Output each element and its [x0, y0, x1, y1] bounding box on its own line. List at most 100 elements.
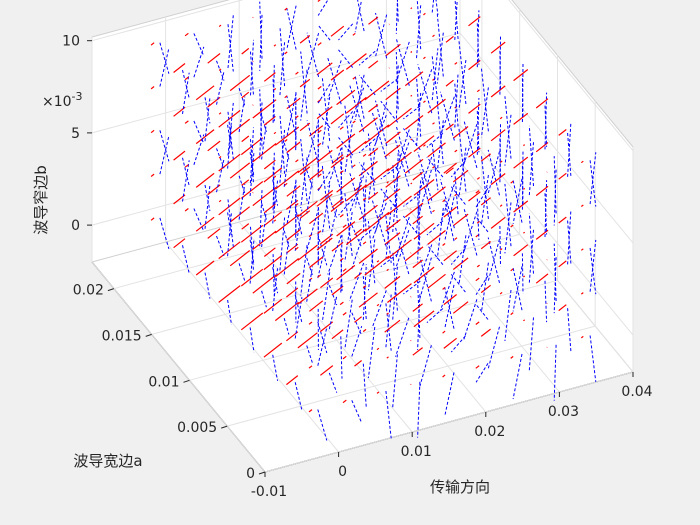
h-field-arrow: [431, 48, 439, 101]
e-field-arrow: [423, 56, 426, 60]
h-field-arrow: [544, 180, 548, 238]
h-field-arrow: [317, 24, 331, 41]
h-field-arrow: [362, 276, 367, 321]
e-field-arrow: [286, 287, 299, 298]
e-field-arrow: [229, 162, 251, 179]
h-field-arrow: [499, 225, 501, 267]
z-tick-label: 10: [62, 34, 80, 50]
e-field-arrow: [368, 104, 379, 113]
e-field-arrow: [299, 35, 311, 44]
h-field-arrow: [159, 217, 170, 250]
arrow-field: [150, 0, 597, 441]
e-field-arrow: [364, 168, 390, 188]
grid-line-z: [91, 0, 244, 42]
h-field-arrow: [358, 138, 376, 154]
h-field-arrow: [380, 100, 399, 123]
h-field-arrow: [463, 123, 478, 165]
h-field-arrow: [589, 239, 597, 292]
e-field-arrow: [317, 129, 322, 134]
h-field-arrow: [528, 213, 534, 274]
h-field-arrow: [395, 317, 410, 357]
h-field-arrow: [454, 0, 459, 40]
h-field-arrow: [521, 78, 524, 119]
h-field-arrow: [375, 189, 388, 233]
h-field-arrow: [306, 257, 313, 276]
h-field-arrow: [286, 95, 297, 138]
e-field-arrow: [284, 51, 288, 55]
h-field-arrow: [344, 105, 353, 169]
e-field-arrow: [413, 222, 435, 240]
h-field-arrow: [261, 210, 267, 248]
e-field-arrow: [413, 266, 435, 284]
grid-line-z: [508, 0, 634, 152]
e-field-arrow: [309, 256, 324, 268]
h-field-arrow: [476, 23, 480, 65]
e-field-arrow: [362, 241, 367, 245]
e-field-arrow: [263, 255, 283, 271]
h-field-arrow: [367, 151, 376, 203]
h-field-arrow: [419, 345, 432, 387]
e-field-arrow: [184, 120, 189, 124]
e-field-arrow: [443, 162, 457, 174]
e-field-arrow: [195, 216, 215, 232]
y-tick-label: 0.005: [177, 420, 217, 436]
e-field-arrow: [316, 193, 333, 207]
h-field-arrow: [499, 50, 501, 91]
h-field-arrow: [321, 184, 331, 235]
e-field-arrow: [384, 144, 401, 158]
h-field-arrow: [417, 280, 421, 339]
e-field-arrow: [286, 272, 301, 285]
h-field-arrow: [395, 139, 410, 187]
e-field-arrow: [468, 103, 481, 114]
e-field-arrow: [342, 224, 347, 228]
e-field-arrow: [339, 170, 344, 174]
x-tick-label: 0.02: [474, 424, 505, 440]
e-field-arrow: [339, 257, 344, 262]
h-field-arrow: [426, 220, 444, 236]
e-field-arrow: [499, 248, 503, 251]
e-field-arrow: [404, 115, 424, 130]
e-field-arrow: [173, 150, 186, 161]
h-field-arrow: [589, 247, 597, 295]
h-field-arrow: [227, 211, 232, 257]
e-field-arrow: [442, 374, 446, 378]
h-field-arrow: [487, 151, 500, 194]
e-field-arrow: [364, 80, 390, 101]
h-field-arrow: [416, 92, 422, 147]
e-field-arrow: [218, 109, 241, 128]
y-axis-label: 波导宽边a: [73, 452, 142, 470]
e-field-arrow: [445, 79, 454, 87]
e-field-arrow: [384, 275, 401, 289]
e-field-arrow: [410, 182, 413, 185]
e-field-arrow: [320, 277, 334, 289]
e-field-arrow: [263, 298, 283, 314]
h-field-arrow: [317, 327, 328, 366]
e-field-arrow: [317, 99, 322, 103]
e-field-arrow: [443, 337, 457, 349]
e-field-arrow: [345, 96, 367, 114]
e-field-arrow: [384, 319, 401, 333]
e-field-arrow: [308, 321, 313, 325]
h-field-arrow: [521, 253, 524, 294]
h-field-arrow: [340, 248, 343, 292]
h-field-arrow: [395, 129, 410, 170]
e-field-arrow: [284, 182, 288, 186]
y-tick-mark: [258, 471, 266, 475]
h-field-arrow: [204, 272, 211, 299]
h-field-arrow: [249, 239, 255, 284]
h-field-arrow: [358, 162, 376, 183]
e-field-arrow: [412, 171, 423, 181]
e-field-arrow: [499, 204, 503, 207]
e-field-arrow: [387, 151, 412, 172]
e-field-arrow: [385, 131, 401, 144]
h-field-arrow: [216, 148, 225, 169]
e-field-arrow: [345, 140, 367, 158]
h-field-arrow: [238, 88, 246, 106]
h-field-arrow: [327, 147, 342, 188]
h-field-arrow: [261, 203, 267, 220]
e-field-arrow: [558, 129, 567, 136]
e-field-arrow: [240, 181, 264, 199]
h-field-arrow: [300, 139, 308, 202]
h-field-arrow: [272, 254, 275, 297]
h-field-arrow: [504, 202, 512, 254]
